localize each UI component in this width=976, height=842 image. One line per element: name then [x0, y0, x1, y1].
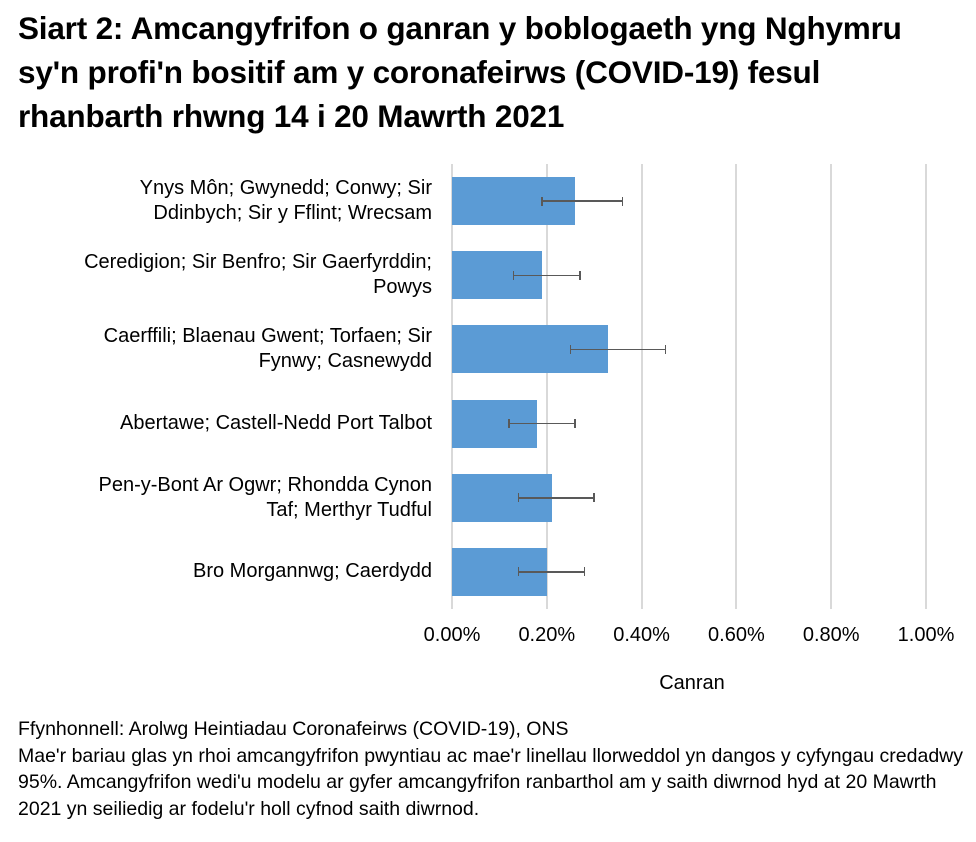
x-tick-label: 0.40% [613, 624, 670, 646]
error-bar [570, 348, 666, 351]
error-bar-cap [621, 196, 624, 206]
error-bar-cap [541, 196, 543, 206]
error-bar [508, 422, 576, 425]
error-bar-cap [517, 493, 520, 503]
category-label: Ynys Môn; Gwynedd; Conwy; Sir Ddinbych; S… [139, 177, 432, 225]
error-bar [518, 571, 585, 573]
error-bar [518, 497, 595, 499]
error-bar-cap [579, 270, 581, 280]
bar-chart: Ynys Môn; Gwynedd; Conwy; Sir Ddinbych; S… [84, 164, 955, 694]
category-label: Bro Morgannwg; Caerdydd [192, 560, 432, 583]
x-axis-title: Canran [659, 672, 725, 694]
category-label: Abertawe; Castell-Nedd Port Talbot [119, 412, 432, 435]
error-bar-cap [517, 567, 520, 577]
error-bar-cap [569, 344, 572, 354]
error-bar-cap [508, 419, 510, 429]
gridline [735, 164, 738, 609]
error-bar [542, 200, 623, 202]
chart-title: Siart 2: Amcangyfrifon o ganran y boblog… [18, 10, 902, 134]
x-tick-label: 0.20% [518, 624, 576, 646]
source-note: Ffynhonnell: Arolwg Heintiadau Coronafei… [18, 718, 569, 740]
category-label: Pen-y-Bont Ar Ogwr; Rhondda Cynon Taf; Me… [98, 473, 432, 521]
gridline [451, 164, 453, 609]
x-tick-label: 0.00% [423, 624, 481, 646]
category-label: Ceredigion; Sir Benfro; Sir Gaerfyrddin;… [84, 251, 432, 299]
x-tick-label: 1.00% [897, 624, 955, 646]
error-bar-cap [574, 419, 576, 429]
gridline [640, 164, 643, 609]
error-bar [513, 274, 580, 276]
error-bar-cap [512, 270, 515, 280]
category-label: Caerffili; Blaenau Gwent; Torfaen; Sir Fy… [103, 325, 432, 373]
methodology-note: Mae'r bariau glas yn rhoi amcangyfrifon … [18, 744, 964, 820]
x-tick-label: 0.60% [708, 624, 765, 646]
error-bar-cap [664, 344, 667, 354]
error-bar-cap [583, 567, 586, 577]
gridline [830, 164, 833, 609]
gridline [545, 164, 548, 609]
chart-footer: Ffynhonnell: Arolwg Heintiadau Coronafei… [18, 716, 968, 822]
x-tick-label: 0.80% [802, 624, 860, 646]
error-bar-cap [593, 493, 595, 503]
gridline [925, 164, 927, 609]
